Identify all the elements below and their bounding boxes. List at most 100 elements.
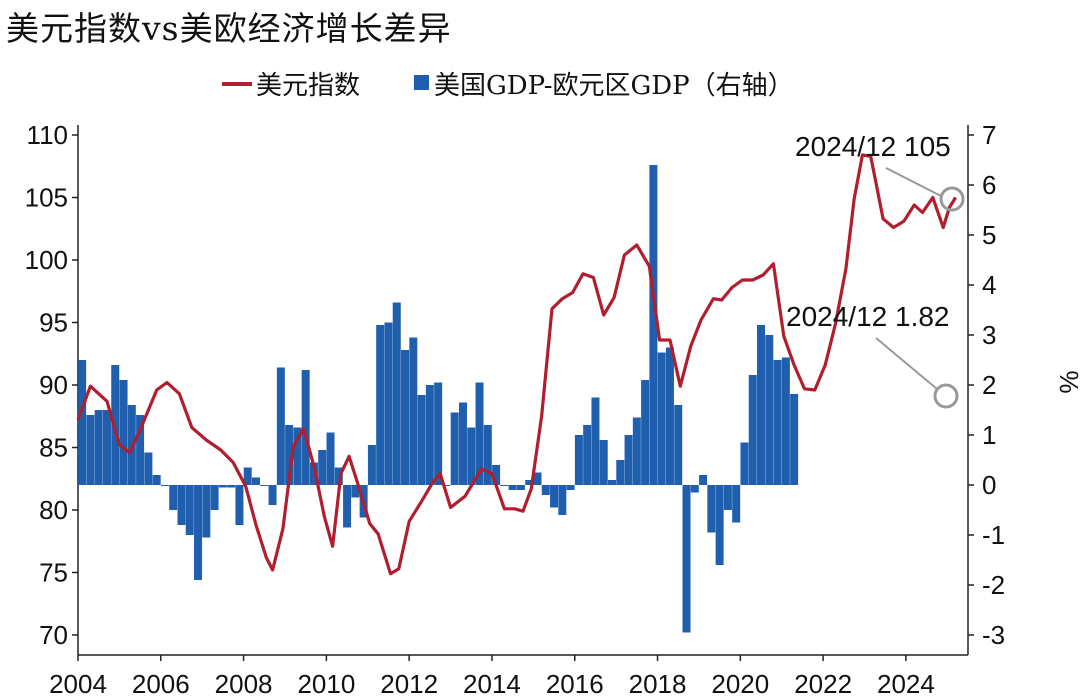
gdp-diff-bar xyxy=(591,397,600,485)
gdp-diff-bar xyxy=(707,485,716,533)
gdp-diff-bar xyxy=(318,450,327,485)
annotation-label-gdp: 2024/12 1.82 xyxy=(786,301,950,332)
gdp-diff-bar xyxy=(574,435,583,485)
y-left-tick-label: 70 xyxy=(39,620,68,650)
gdp-diff-bar xyxy=(94,410,103,485)
y-right-tick-label: 0 xyxy=(982,470,996,500)
y-right-axis-label: % xyxy=(1054,370,1080,393)
gdp-diff-bar xyxy=(442,485,451,486)
gdp-diff-bar xyxy=(632,417,641,485)
gdp-diff-bar xyxy=(641,380,650,485)
y-left-tick-label: 110 xyxy=(27,120,68,150)
legend: 美元指数 美国GDP-欧元区GDP（右轴） xyxy=(222,71,794,101)
gdp-diff-bar xyxy=(773,360,782,485)
gdp-diff-bar xyxy=(757,325,766,485)
gdp-diff-bar xyxy=(136,415,145,485)
gdp-diff-bar xyxy=(210,485,219,510)
gdp-diff-bar xyxy=(160,485,169,486)
gdp-diff-bar xyxy=(293,427,302,485)
gdp-diff-bar xyxy=(301,370,310,485)
y-left-tick-label: 80 xyxy=(39,495,68,525)
gdp-diff-bar xyxy=(665,347,674,485)
x-tick-label: 2008 xyxy=(215,669,273,699)
gdp-diff-bar xyxy=(334,467,343,485)
y-right-tick-label: 7 xyxy=(982,120,996,150)
x-tick-label: 2018 xyxy=(629,669,687,699)
gdp-diff-bar xyxy=(276,367,285,485)
gdp-diff-bar xyxy=(657,352,666,485)
gdp-diff-bar xyxy=(285,425,294,485)
gdp-diff-bar xyxy=(608,480,616,485)
gdp-diff-bar xyxy=(252,477,260,485)
legend-label-gdp: 美国GDP-欧元区GDP（右轴） xyxy=(434,71,794,101)
gdp-diff-bar xyxy=(508,485,517,490)
bar-series xyxy=(78,165,799,633)
gdp-diff-bar xyxy=(434,382,443,485)
y-left-tick-label: 85 xyxy=(39,433,68,463)
gdp-diff-bar xyxy=(409,337,418,485)
y-right-tick-label: 4 xyxy=(982,270,996,300)
gdp-diff-bar xyxy=(185,485,194,535)
x-tick-label: 2022 xyxy=(794,669,852,699)
gdp-diff-bar xyxy=(525,480,534,485)
gdp-diff-bar xyxy=(781,357,790,485)
gdp-diff-bar xyxy=(218,485,227,488)
y-left-tick-label: 95 xyxy=(39,308,68,338)
gdp-diff-bar xyxy=(566,485,575,490)
gdp-diff-bar xyxy=(243,467,252,485)
gdp-diff-bar xyxy=(558,485,567,515)
x-tick-label: 2020 xyxy=(711,669,769,699)
gdp-diff-bar xyxy=(458,402,467,485)
gdp-diff-bar xyxy=(401,350,410,485)
y-left-tick-label: 75 xyxy=(39,558,68,588)
annotations: 2024/12 105 2024/12 1.82 xyxy=(786,131,965,409)
x-tick-label: 2004 xyxy=(49,669,107,699)
gdp-diff-bar xyxy=(699,475,708,485)
y-right-tick-label: 3 xyxy=(982,320,996,350)
gdp-diff-bar xyxy=(227,485,236,488)
gdp-diff-bar xyxy=(367,445,376,485)
annotation-label-dxy: 2024/12 105 xyxy=(795,131,951,162)
gdp-diff-bar xyxy=(351,485,360,498)
gdp-diff-bar xyxy=(492,465,501,485)
x-tick-label: 2024 xyxy=(877,669,935,699)
gdp-diff-bar xyxy=(624,435,633,485)
gdp-diff-bar xyxy=(376,325,385,485)
x-tick-label: 2016 xyxy=(546,669,604,699)
gdp-diff-bar xyxy=(384,322,393,485)
gdp-diff-bar xyxy=(119,380,128,485)
gdp-diff-bar xyxy=(235,485,244,525)
gdp-diff-bar xyxy=(177,485,186,525)
gdp-diff-bar xyxy=(169,485,178,510)
gdp-diff-bar xyxy=(516,485,525,490)
gdp-diff-bar xyxy=(343,485,352,528)
gdp-diff-bar xyxy=(152,475,161,485)
gdp-diff-bar xyxy=(144,452,153,485)
gdp-diff-bar xyxy=(326,432,335,485)
y-right-tick-label: -1 xyxy=(982,520,1005,550)
gdp-diff-bar xyxy=(649,165,658,485)
gdp-diff-bar xyxy=(690,485,699,493)
gdp-diff-bar xyxy=(748,375,757,485)
gdp-diff-bar xyxy=(790,394,799,485)
annotation-leader-dxy xyxy=(885,167,942,197)
legend-label-dxy: 美元指数 xyxy=(256,71,360,101)
x-tick-label: 2012 xyxy=(380,669,438,699)
gdp-diff-bar xyxy=(260,485,269,486)
y-left-tick-label: 90 xyxy=(39,370,68,400)
y-right-tick-label: 6 xyxy=(982,170,996,200)
gdp-diff-bar xyxy=(268,485,277,505)
gdp-diff-bar xyxy=(723,485,732,510)
gdp-diff-bar xyxy=(583,425,592,485)
gdp-diff-bar xyxy=(533,472,542,485)
dxy-line xyxy=(76,153,957,576)
gdp-diff-bar xyxy=(599,440,608,485)
y-left-tick-label: 105 xyxy=(25,183,68,213)
y-right-tick-label: 5 xyxy=(982,220,996,250)
gdp-diff-bar xyxy=(102,410,111,485)
gdp-diff-bar xyxy=(202,485,211,538)
gdp-diff-bar xyxy=(194,485,203,580)
gdp-diff-bar xyxy=(425,385,434,485)
y-right-tick-label: -3 xyxy=(982,620,1005,650)
